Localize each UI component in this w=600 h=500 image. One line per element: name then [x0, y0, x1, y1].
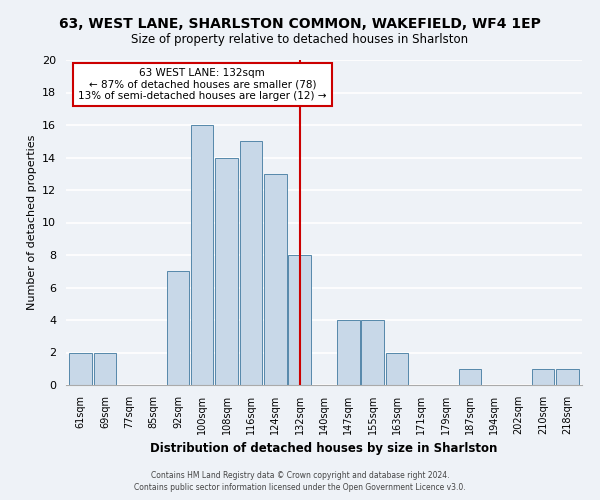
Bar [532, 369, 554, 385]
Text: Size of property relative to detached houses in Sharlston: Size of property relative to detached ho… [131, 32, 469, 46]
Text: 63 WEST LANE: 132sqm
← 87% of detached houses are smaller (78)
13% of semi-detac: 63 WEST LANE: 132sqm ← 87% of detached h… [78, 68, 326, 101]
Bar [94, 352, 116, 385]
Bar [264, 174, 287, 385]
Bar [459, 369, 481, 385]
Y-axis label: Number of detached properties: Number of detached properties [26, 135, 37, 310]
Bar [289, 255, 311, 385]
Bar [361, 320, 384, 385]
Bar [337, 320, 359, 385]
Bar [191, 125, 214, 385]
Bar [386, 352, 408, 385]
Bar [167, 271, 189, 385]
Text: Contains HM Land Registry data © Crown copyright and database right 2024.
Contai: Contains HM Land Registry data © Crown c… [134, 471, 466, 492]
Text: 63, WEST LANE, SHARLSTON COMMON, WAKEFIELD, WF4 1EP: 63, WEST LANE, SHARLSTON COMMON, WAKEFIE… [59, 18, 541, 32]
X-axis label: Distribution of detached houses by size in Sharlston: Distribution of detached houses by size … [151, 442, 497, 456]
Bar [556, 369, 578, 385]
Bar [70, 352, 92, 385]
Bar [215, 158, 238, 385]
Bar [240, 141, 262, 385]
